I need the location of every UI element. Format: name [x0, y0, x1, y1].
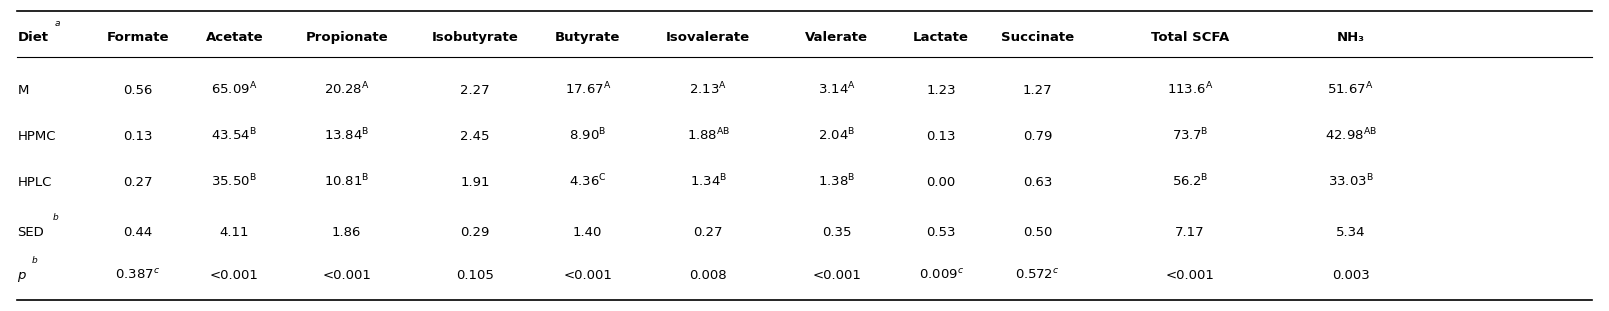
Text: 0.13: 0.13 [927, 130, 956, 143]
Text: 0.387$^{\it{c}}$: 0.387$^{\it{c}}$ [116, 268, 161, 282]
Text: 4.11: 4.11 [219, 226, 249, 239]
Text: 1.40: 1.40 [573, 226, 602, 239]
Text: 1.86: 1.86 [331, 226, 362, 239]
Text: 0.572$^{\it{c}}$: 0.572$^{\it{c}}$ [1015, 268, 1059, 282]
Text: <0.001: <0.001 [322, 269, 372, 282]
Text: 0.29: 0.29 [460, 226, 489, 239]
Text: 73.7$^{\mathrm{B}}$: 73.7$^{\mathrm{B}}$ [1171, 127, 1208, 143]
Text: <0.001: <0.001 [563, 269, 611, 282]
Text: 20.28$^{\mathrm{A}}$: 20.28$^{\mathrm{A}}$ [323, 80, 370, 97]
Text: b: b [53, 213, 58, 222]
Text: <0.001: <0.001 [813, 269, 861, 282]
Text: Lactate: Lactate [912, 31, 969, 44]
Text: 0.44: 0.44 [124, 226, 153, 239]
Text: <0.001: <0.001 [1165, 269, 1215, 282]
Text: SED: SED [18, 226, 43, 239]
Text: 0.27: 0.27 [693, 226, 722, 239]
Text: 1.34$^{\mathrm{B}}$: 1.34$^{\mathrm{B}}$ [690, 173, 727, 189]
Text: 2.13$^{\mathrm{A}}$: 2.13$^{\mathrm{A}}$ [689, 80, 727, 97]
Text: M: M [18, 84, 29, 97]
Text: 1.91: 1.91 [460, 176, 491, 189]
Text: 56.2$^{\mathrm{B}}$: 56.2$^{\mathrm{B}}$ [1171, 173, 1208, 189]
Text: 65.09$^{\mathrm{A}}$: 65.09$^{\mathrm{A}}$ [211, 80, 257, 97]
Text: 5.34: 5.34 [1335, 226, 1366, 239]
Text: Butyrate: Butyrate [555, 31, 621, 44]
Text: NH₃: NH₃ [1337, 31, 1364, 44]
Text: 0.63: 0.63 [1023, 176, 1052, 189]
Text: 3.14$^{\mathrm{A}}$: 3.14$^{\mathrm{A}}$ [817, 80, 856, 97]
Text: 0.50: 0.50 [1023, 226, 1052, 239]
Text: HPMC: HPMC [18, 130, 56, 143]
Text: 0.53: 0.53 [927, 226, 956, 239]
Text: Isovalerate: Isovalerate [666, 31, 750, 44]
Text: 113.6$^{\mathrm{A}}$: 113.6$^{\mathrm{A}}$ [1167, 80, 1213, 97]
Text: 1.38$^{\mathrm{B}}$: 1.38$^{\mathrm{B}}$ [817, 173, 856, 189]
Text: 1.27: 1.27 [1023, 84, 1052, 97]
Text: 2.04$^{\mathrm{B}}$: 2.04$^{\mathrm{B}}$ [817, 127, 856, 143]
Text: Propionate: Propionate [306, 31, 388, 44]
Text: 51.67$^{\mathrm{A}}$: 51.67$^{\mathrm{A}}$ [1327, 80, 1374, 97]
Text: Succinate: Succinate [1001, 31, 1073, 44]
Text: 8.90$^{\mathrm{B}}$: 8.90$^{\mathrm{B}}$ [570, 127, 607, 143]
Text: 0.009$^{\it{c}}$: 0.009$^{\it{c}}$ [919, 268, 964, 282]
Text: 33.03$^{\mathrm{B}}$: 33.03$^{\mathrm{B}}$ [1327, 173, 1374, 189]
Text: p: p [18, 269, 26, 282]
Text: 0.56: 0.56 [124, 84, 153, 97]
Text: 17.67$^{\mathrm{A}}$: 17.67$^{\mathrm{A}}$ [565, 80, 611, 97]
Text: 2.27: 2.27 [460, 84, 491, 97]
Text: b: b [32, 256, 37, 265]
Text: 10.81$^{\mathrm{B}}$: 10.81$^{\mathrm{B}}$ [323, 173, 370, 189]
Text: 0.13: 0.13 [124, 130, 153, 143]
Text: 0.35: 0.35 [822, 226, 851, 239]
Text: 0.00: 0.00 [927, 176, 956, 189]
Text: 0.003: 0.003 [1332, 269, 1369, 282]
Text: Total SCFA: Total SCFA [1150, 31, 1229, 44]
Text: 0.008: 0.008 [689, 269, 727, 282]
Text: 0.27: 0.27 [124, 176, 153, 189]
Text: 4.36$^{\mathrm{C}}$: 4.36$^{\mathrm{C}}$ [570, 173, 607, 189]
Text: HPLC: HPLC [18, 176, 51, 189]
Text: 43.54$^{\mathrm{B}}$: 43.54$^{\mathrm{B}}$ [211, 127, 257, 143]
Text: a: a [55, 19, 60, 28]
Text: 0.105: 0.105 [457, 269, 494, 282]
Text: Valerate: Valerate [804, 31, 869, 44]
Text: Isobutyrate: Isobutyrate [431, 31, 518, 44]
Text: 1.88$^{\mathrm{AB}}$: 1.88$^{\mathrm{AB}}$ [687, 127, 730, 143]
Text: 7.17: 7.17 [1175, 226, 1205, 239]
Text: Diet: Diet [18, 31, 48, 44]
Text: 0.79: 0.79 [1023, 130, 1052, 143]
Text: Formate: Formate [106, 31, 169, 44]
Text: Acetate: Acetate [206, 31, 264, 44]
Text: <0.001: <0.001 [209, 269, 259, 282]
Text: 2.45: 2.45 [460, 130, 491, 143]
Text: 13.84$^{\mathrm{B}}$: 13.84$^{\mathrm{B}}$ [323, 127, 370, 143]
Text: 42.98$^{\mathrm{AB}}$: 42.98$^{\mathrm{AB}}$ [1324, 127, 1377, 143]
Text: 35.50$^{\mathrm{B}}$: 35.50$^{\mathrm{B}}$ [211, 173, 257, 189]
Text: 1.23: 1.23 [927, 84, 956, 97]
